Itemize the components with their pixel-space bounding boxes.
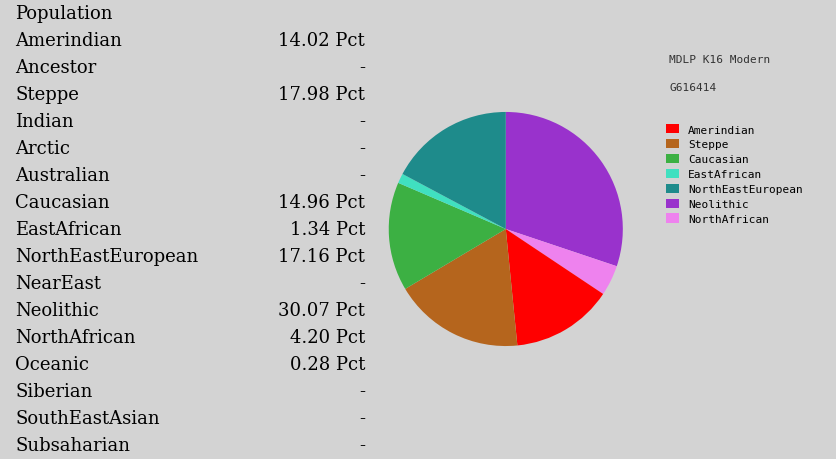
Wedge shape bbox=[389, 184, 506, 289]
Text: 17.98 Pct: 17.98 Pct bbox=[278, 85, 365, 103]
Text: 14.02 Pct: 14.02 Pct bbox=[278, 32, 365, 50]
Text: -: - bbox=[359, 274, 365, 292]
Text: -: - bbox=[359, 382, 365, 401]
Text: Subsaharian: Subsaharian bbox=[15, 437, 130, 454]
Text: 0.28 Pct: 0.28 Pct bbox=[290, 356, 365, 374]
Wedge shape bbox=[506, 230, 617, 294]
Text: SouthEastAsian: SouthEastAsian bbox=[15, 409, 160, 427]
Text: NearEast: NearEast bbox=[15, 274, 101, 292]
Text: Siberian: Siberian bbox=[15, 382, 93, 401]
Text: Caucasian: Caucasian bbox=[15, 194, 110, 212]
Text: -: - bbox=[359, 140, 365, 157]
Text: NorthEastEuropean: NorthEastEuropean bbox=[15, 247, 198, 265]
Wedge shape bbox=[506, 113, 623, 267]
Text: EastAfrican: EastAfrican bbox=[15, 220, 122, 239]
Wedge shape bbox=[398, 174, 506, 230]
Wedge shape bbox=[506, 230, 603, 346]
Text: Population: Population bbox=[15, 5, 113, 22]
Legend: Amerindian, Steppe, Caucasian, EastAfrican, NorthEastEuropean, Neolithic, NorthA: Amerindian, Steppe, Caucasian, EastAfric… bbox=[666, 125, 803, 224]
Text: 1.34 Pct: 1.34 Pct bbox=[290, 220, 365, 239]
Text: 17.16 Pct: 17.16 Pct bbox=[278, 247, 365, 265]
Text: 14.96 Pct: 14.96 Pct bbox=[278, 194, 365, 212]
Text: Indian: Indian bbox=[15, 112, 74, 130]
Text: Australian: Australian bbox=[15, 167, 110, 185]
Text: Ancestor: Ancestor bbox=[15, 58, 96, 77]
Text: Amerindian: Amerindian bbox=[15, 32, 122, 50]
Text: NorthAfrican: NorthAfrican bbox=[15, 329, 135, 347]
Text: -: - bbox=[359, 167, 365, 185]
Text: -: - bbox=[359, 409, 365, 427]
Text: Arctic: Arctic bbox=[15, 140, 70, 157]
Text: Oceanic: Oceanic bbox=[15, 356, 89, 374]
Wedge shape bbox=[405, 230, 517, 346]
Text: Neolithic: Neolithic bbox=[15, 302, 99, 319]
Text: Steppe: Steppe bbox=[15, 85, 79, 103]
Text: 4.20 Pct: 4.20 Pct bbox=[290, 329, 365, 347]
Text: -: - bbox=[359, 112, 365, 130]
Text: MDLP K16 Modern: MDLP K16 Modern bbox=[670, 55, 771, 65]
Text: 30.07 Pct: 30.07 Pct bbox=[278, 302, 365, 319]
Text: -: - bbox=[359, 58, 365, 77]
Text: G616414: G616414 bbox=[670, 83, 716, 93]
Text: -: - bbox=[359, 437, 365, 454]
Wedge shape bbox=[402, 113, 506, 230]
